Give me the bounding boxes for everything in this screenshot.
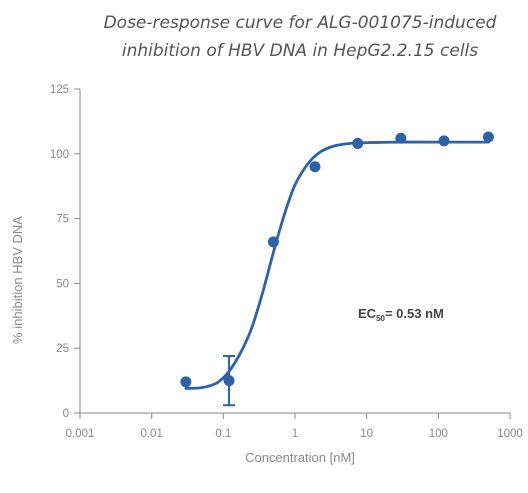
- y-tick-label: 75: [56, 214, 69, 226]
- ec50-annotation: EC50= 0.53 nM: [358, 306, 444, 323]
- chart-title-line-2: inhibition of HBV DNA in HepG2.2.15 cell…: [122, 41, 478, 61]
- data-point: [482, 131, 494, 143]
- y-tick-label: 0: [63, 408, 69, 420]
- data-point: [180, 376, 192, 388]
- y-tick-label: 100: [50, 149, 69, 161]
- data-point: [223, 375, 235, 387]
- ec50-suffix: = 0.53 nM: [385, 306, 444, 321]
- data-point: [309, 161, 321, 173]
- data-point: [352, 137, 364, 149]
- data-point: [395, 132, 407, 144]
- y-axis-label: % inhibition HBV DNA: [10, 216, 25, 344]
- x-ticks: 0.001 0.01 0.1 1 10 100 1000: [66, 413, 523, 440]
- fit-curve: [184, 140, 490, 390]
- chart-title-line-1: Dose-response curve for ALG-001075-induc…: [104, 13, 497, 33]
- ec50-prefix: EC: [358, 306, 377, 321]
- x-tick-label: 10: [360, 428, 373, 440]
- x-tick-label: 0.001: [66, 428, 95, 440]
- ec50-subscript: 50: [376, 314, 385, 323]
- x-tick-label: 100: [429, 428, 448, 440]
- x-tick-label: 1: [292, 428, 298, 440]
- y-tick-label: 125: [50, 84, 69, 96]
- x-tick-label: 0.01: [140, 428, 162, 440]
- y-ticks: 0 25 50 75 100 125: [50, 84, 80, 420]
- data-points: [180, 131, 494, 388]
- data-point: [267, 236, 279, 248]
- data-point: [438, 135, 450, 147]
- y-tick-label: 25: [56, 343, 69, 355]
- y-tick-label: 50: [56, 278, 69, 290]
- x-axis-label: Concentration [nM]: [245, 450, 355, 465]
- x-tick-label: 1000: [497, 428, 523, 440]
- x-tick-label: 0.1: [215, 428, 231, 440]
